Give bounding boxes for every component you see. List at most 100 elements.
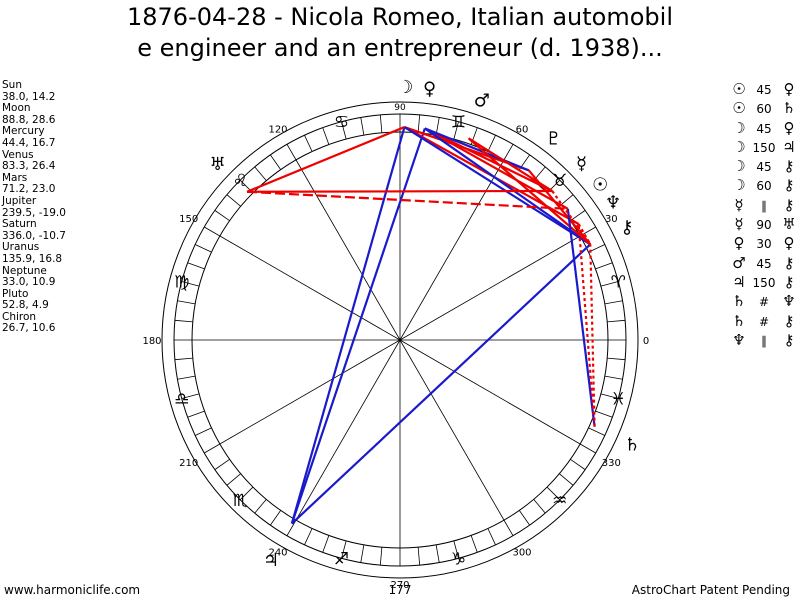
aspect-planet-2-icon: ⚷ [783, 157, 795, 176]
outer-ring [161, 101, 639, 579]
aspect-line [424, 127, 530, 172]
aspect-planet-2-icon: ♀ [783, 118, 795, 137]
aspect-list: ☉ 45 ♀ ☉ 60 ♄ ☽ 45 ♀ ☽ 150 ♃ ☽ 45 ⚷ ☽ 60 ⚷ ☿ ∥ ⚷ ☿ 90 ♅ ♀ 30 ♀ ♂ 45 ⚷… [728, 80, 800, 350]
degree-tick [174, 357, 193, 361]
degree-tick [600, 281, 619, 287]
degree-tick [270, 154, 282, 170]
degree-tick [360, 117, 365, 136]
planet-glyph: ☉ [592, 175, 608, 196]
planet-glyph: ☿ [576, 153, 587, 174]
planet-name: Chiron [2, 310, 37, 323]
aspect-planet-2-icon: ⚷ [783, 311, 795, 330]
aspect-line [290, 126, 406, 524]
aspect-line [566, 208, 596, 427]
zodiac-sign-glyph: ♎ [174, 389, 189, 409]
degree-label: 180 [142, 336, 161, 347]
zodiac-sign-glyph: ♊ [451, 113, 466, 133]
aspect-planet-2-icon: ♄ [782, 99, 796, 118]
aspect-planet-1-icon: ☽ [732, 157, 746, 176]
planet-position: 52.8, 4.9 [2, 299, 49, 312]
chart-title-line-1: 1876-04-28 - Nicola Romeo, Italian autom… [127, 3, 673, 31]
degree-tick [177, 300, 196, 305]
planet-position: 71.2, 23.0 [2, 183, 56, 196]
aspect-planet-2-icon: ♅ [782, 215, 796, 234]
degree-tick [204, 443, 221, 454]
degree-tick [487, 528, 496, 545]
aspect-planet-1-icon: ♆ [732, 330, 746, 349]
degree-tick [518, 510, 530, 526]
degree-label: 150 [179, 214, 198, 225]
degree-tick [453, 540, 459, 559]
aspect-row: ♆ ∥ ⚷ [728, 331, 800, 350]
degree-tick [226, 473, 241, 486]
aspect-angle: # [758, 295, 770, 310]
zodiac-sign-glyph: ♑ [451, 549, 466, 569]
degree-tick [604, 300, 623, 305]
degree-tick [270, 510, 282, 526]
degree-tick [239, 486, 254, 501]
degree-tick [546, 486, 561, 501]
planet-name: Venus [2, 148, 34, 161]
degree-tick [177, 375, 196, 380]
sign-spoke [399, 339, 505, 521]
aspect-angle: 45 [756, 256, 772, 271]
website-link[interactable]: www.harmoniclife.com [4, 583, 141, 597]
aspect-planet-1-icon: ☉ [732, 80, 746, 98]
degree-tick [226, 194, 241, 207]
degree-label: 60 [516, 125, 529, 136]
aspect-row: ☽ 45 ⚷ [728, 157, 800, 176]
aspect-angle: 60 [756, 179, 772, 194]
aspect-line [527, 169, 592, 245]
degree-tick [379, 114, 383, 133]
aspect-planet-1-icon: ♄ [732, 311, 746, 330]
degree-label: 240 [268, 547, 287, 558]
aspect-line [246, 190, 568, 210]
sign-spoke [399, 235, 581, 341]
aspect-planet-1-icon: ☽ [732, 176, 746, 195]
degree-tick [195, 244, 212, 253]
degree-tick [417, 114, 421, 133]
degree-tick [286, 144, 297, 161]
aspect-planet-1-icon: ♀ [733, 234, 745, 253]
planet-glyph: ♄ [624, 434, 640, 455]
aspect-planet-2-icon: ♃ [782, 137, 796, 156]
aspect-row: ♂ 45 ⚷ [728, 254, 800, 273]
degree-label: 210 [179, 458, 198, 469]
degree-label: 90 [394, 103, 406, 113]
degree-tick [174, 319, 193, 323]
aspect-row: ♀ 30 ♀ [728, 234, 800, 253]
sign-spoke [399, 339, 581, 445]
aspect-line [424, 127, 591, 246]
degree-tick [417, 547, 421, 566]
aspect-angle: 150 [752, 140, 776, 155]
degree-tick [181, 393, 200, 399]
degree-tick [588, 427, 605, 436]
aspect-line [291, 243, 592, 525]
degree-label: 300 [512, 547, 531, 558]
degree-tick [254, 499, 267, 514]
planet-name: Sun [2, 79, 22, 91]
degree-tick [341, 540, 347, 559]
planet-glyph: ⚷ [620, 217, 633, 238]
sign-spoke [295, 159, 401, 341]
patent-notice: AstroChart Patent Pending [631, 583, 790, 597]
chart-title-line-2: e engineer and an entrepreneur (d. 1938)… [137, 34, 663, 62]
planet-position: 135.9, 16.8 [2, 252, 63, 265]
aspect-row: ♃ 150 ⚷ [728, 273, 800, 292]
sign-spoke [219, 339, 401, 445]
aspect-line [403, 126, 591, 246]
zodiac-sign-glyph: ♉ [552, 171, 567, 191]
aspect-planet-2-icon: ⚷ [783, 195, 795, 214]
aspect-line [577, 223, 596, 427]
aspect-planet-2-icon: ⚷ [783, 330, 795, 349]
degree-tick [360, 544, 365, 563]
aspect-row: ♄ # ♆ [728, 292, 800, 311]
degree-tick [254, 166, 267, 181]
aspect-angle: ∥ [761, 333, 767, 348]
degree-label: 120 [268, 125, 287, 136]
planet-position: 88.8, 28.6 [2, 113, 56, 126]
degree-tick [304, 528, 313, 545]
degree-tick [604, 375, 623, 380]
degree-tick [379, 547, 383, 566]
